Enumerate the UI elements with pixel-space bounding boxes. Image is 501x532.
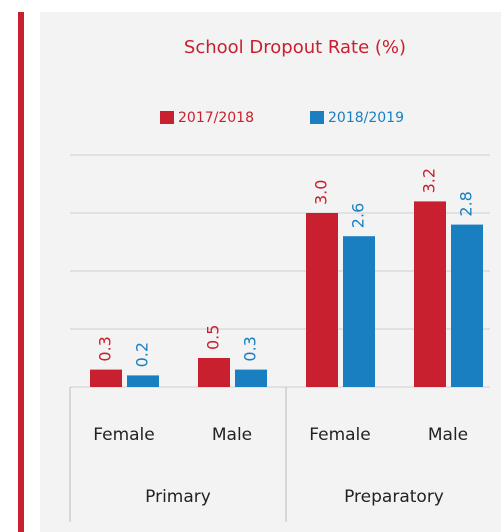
data-label: 3.2 xyxy=(420,168,439,193)
legend-label: 2017/2018 xyxy=(178,110,254,126)
group-label: Preparatory xyxy=(344,487,444,507)
bar xyxy=(90,369,122,387)
data-label: 0.2 xyxy=(133,342,152,367)
legend-swatch xyxy=(310,111,324,124)
x-tick-label: Male xyxy=(212,425,252,445)
bar xyxy=(306,213,338,387)
x-tick-label: Male xyxy=(428,425,468,445)
data-label: 2.6 xyxy=(349,203,368,228)
data-label: 0.3 xyxy=(241,336,260,361)
legend-swatch xyxy=(160,111,174,124)
bar xyxy=(198,358,230,387)
bar xyxy=(343,236,375,387)
chart-title: School Dropout Rate (%) xyxy=(184,37,406,58)
bar xyxy=(127,375,159,387)
bar xyxy=(235,369,267,387)
x-tick-label: Female xyxy=(93,425,154,445)
data-label: 3.0 xyxy=(312,180,331,205)
bar xyxy=(414,201,446,387)
data-label: 2.8 xyxy=(457,191,476,216)
accent-bar xyxy=(18,12,24,532)
group-label: Primary xyxy=(145,487,211,507)
data-label: 0.5 xyxy=(204,325,223,350)
bar xyxy=(451,224,483,387)
data-label: 0.3 xyxy=(96,336,115,361)
x-tick-label: Female xyxy=(309,425,370,445)
legend-label: 2018/2019 xyxy=(328,110,404,126)
